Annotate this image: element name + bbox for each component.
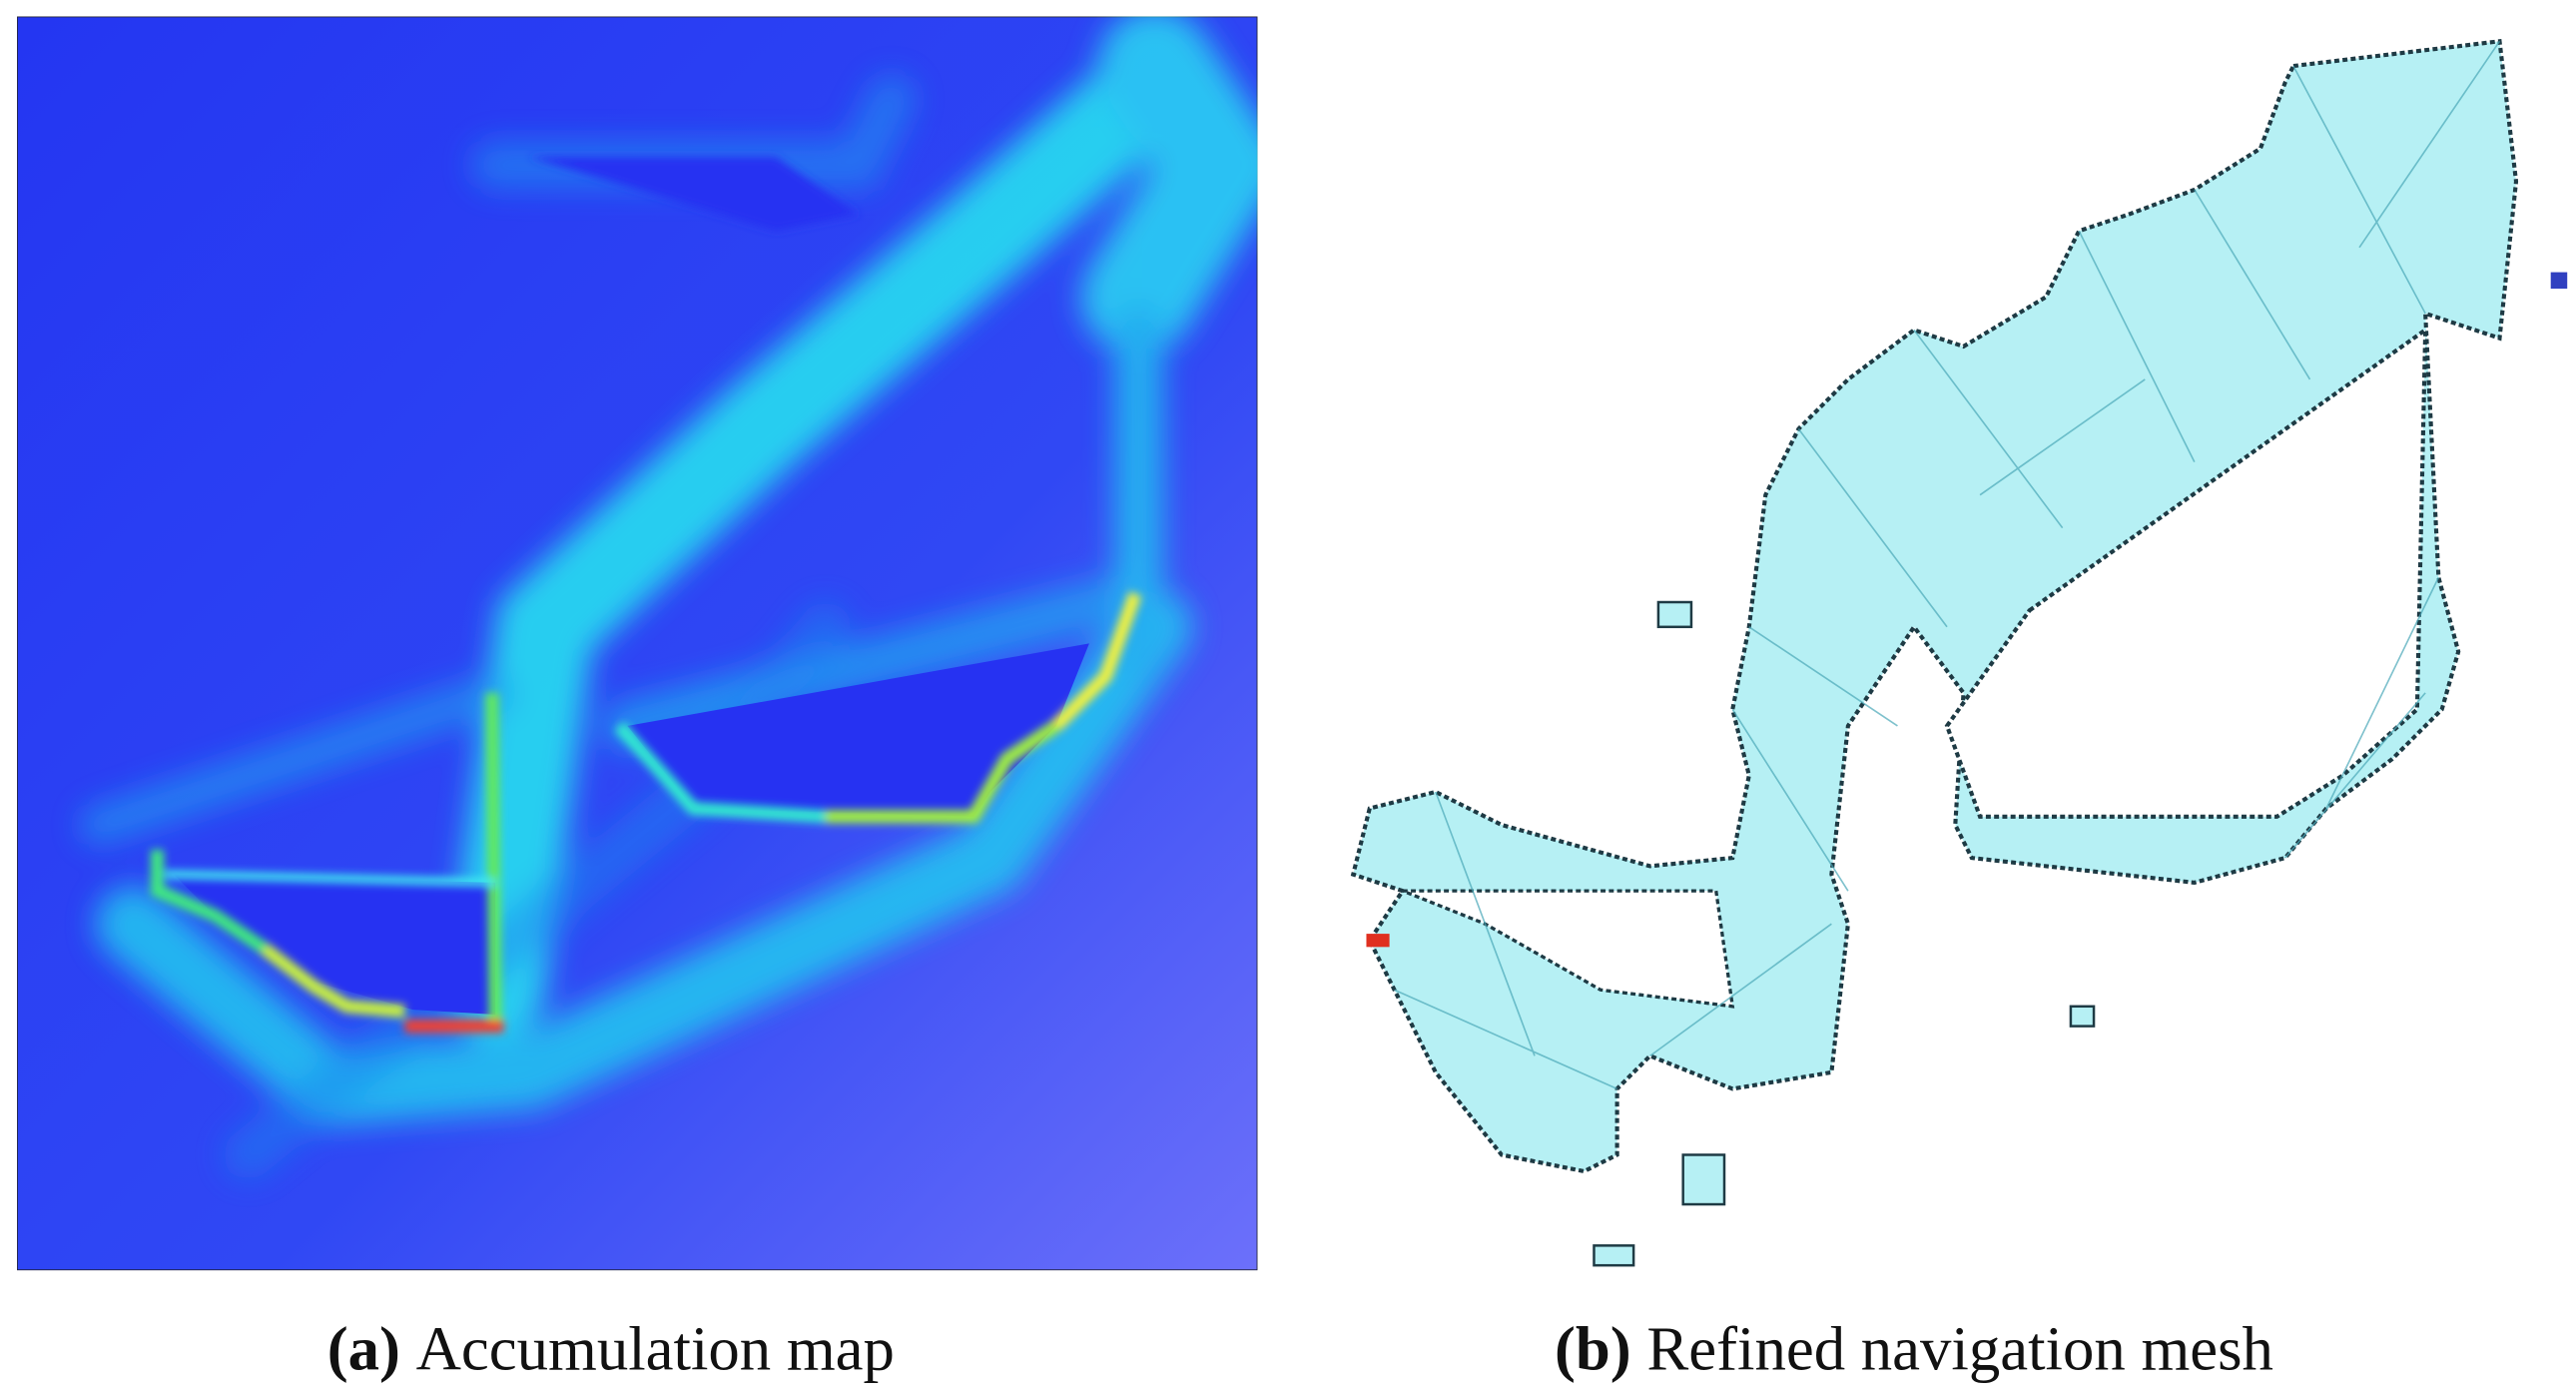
accumulation-map: [17, 16, 1258, 1271]
panel-label: (a): [327, 1313, 400, 1383]
panel-caption: Accumulation map: [416, 1313, 895, 1383]
panel-label: (b): [1555, 1313, 1631, 1383]
panel-caption: Refined navigation mesh: [1646, 1313, 2273, 1383]
navigation-mesh: [1350, 39, 2568, 1267]
caption-a: (a) Accumulation map: [327, 1313, 895, 1383]
caption-b: (b) Refined navigation mesh: [1555, 1313, 2273, 1383]
